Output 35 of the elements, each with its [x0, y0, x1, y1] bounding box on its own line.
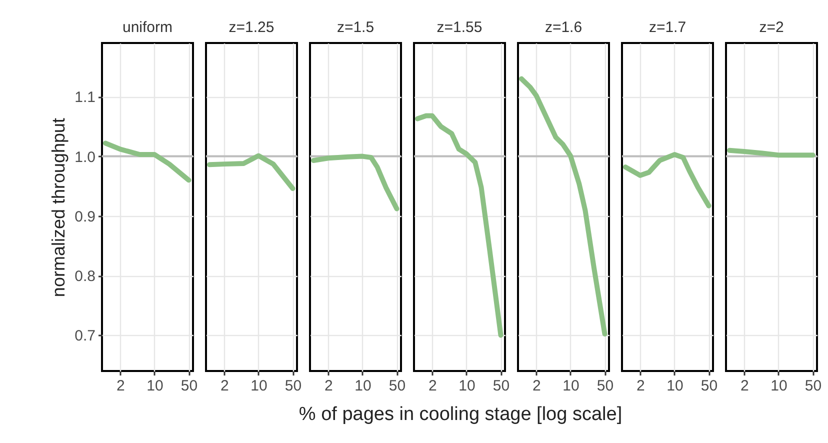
y-tick-label: 0.7 [74, 328, 96, 345]
x-tick-label: 2 [636, 378, 645, 394]
x-tick-label: 2 [116, 378, 125, 394]
y-tick-label: 0.9 [74, 208, 96, 226]
x-axis-title: % of pages in cooling stage [log scale] [298, 404, 624, 426]
x-tick-label: 50 [388, 378, 406, 394]
chart-title: z=1.7 [648, 19, 686, 36]
x-tick-label: 10 [458, 378, 476, 394]
y-tick-label: 0.8 [74, 268, 96, 286]
x-tick-label: 10 [354, 378, 372, 394]
chart-title: z=1.6 [544, 19, 582, 36]
x-tick-label: 2 [220, 378, 229, 394]
x-tick-label: 10 [250, 378, 268, 394]
x-tick-label: 2 [740, 378, 749, 394]
chart-title: z=1.5 [336, 19, 374, 36]
x-tick-label: 2 [428, 378, 437, 394]
chart-title: z=1.55 [436, 19, 482, 36]
chart-title: z=2 [759, 19, 784, 36]
x-tick-label: 10 [146, 378, 164, 394]
x-tick-label: 10 [666, 378, 684, 394]
x-tick-label: 50 [284, 378, 302, 394]
y-tick-label: 1.1 [74, 89, 96, 106]
x-tick-label: 50 [804, 378, 822, 394]
y-tick-label: 1.0 [74, 148, 96, 166]
x-tick-label: 50 [596, 378, 614, 394]
y-axis-title: normalized throughput [48, 118, 69, 298]
chart-title: z=1.25 [228, 19, 274, 36]
x-tick-label: 50 [180, 378, 198, 394]
x-tick-label: 2 [532, 378, 541, 394]
x-tick-label: 50 [492, 378, 510, 394]
x-tick-label: 2 [324, 378, 333, 394]
x-tick-label: 10 [562, 378, 580, 394]
x-tick-label: 50 [700, 378, 718, 394]
x-tick-label: 10 [770, 378, 788, 394]
chart-title: uniform [122, 19, 173, 36]
